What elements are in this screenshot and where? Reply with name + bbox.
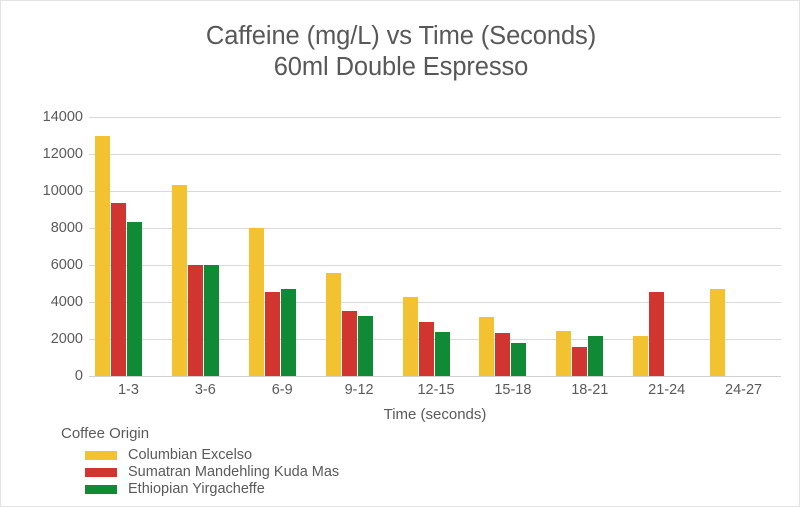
gridline [89, 228, 781, 229]
y-axis-tick-label: 0 [74, 368, 83, 384]
y-axis-tick-label: 8000 [50, 220, 83, 236]
bar [357, 315, 373, 376]
legend-entries: Columbian Excelso Sumatran Mandehling Kud… [61, 447, 339, 497]
x-axis-tick-label: 21-24 [648, 382, 686, 398]
gridline [89, 191, 781, 192]
y-axis-tick-label: 6000 [50, 257, 83, 273]
y-axis-tick-label: 2000 [50, 331, 83, 347]
bar [649, 291, 665, 376]
bar [418, 322, 434, 376]
bar [402, 297, 418, 376]
legend-title: Coffee Origin [61, 425, 150, 442]
legend: Coffee Origin Columbian Excelso Sumatran … [61, 425, 339, 498]
bar [203, 265, 219, 376]
x-axis-tick-label: 15-18 [494, 382, 532, 398]
bar-group [550, 117, 627, 376]
bar [495, 333, 511, 376]
bar-group [704, 117, 781, 376]
bar [434, 331, 450, 376]
legend-label: Sumatran Mandehling Kuda Mas [128, 464, 340, 480]
y-axis-tick-label: 14000 [42, 109, 83, 125]
x-axis-tick-label: 3-6 [194, 382, 216, 398]
bar [633, 336, 649, 376]
x-axis-tick-label: 18-21 [571, 382, 609, 398]
bar [325, 273, 341, 376]
legend-swatch-icon [85, 484, 117, 494]
bar [556, 330, 572, 376]
bar-group [397, 117, 474, 376]
bar [171, 184, 187, 376]
gridline [89, 117, 781, 118]
legend-entry: Columbian Excelso [61, 447, 339, 463]
x-axis-line [89, 376, 781, 377]
gridline [89, 302, 781, 303]
bar-group [473, 117, 550, 376]
bar [572, 347, 588, 376]
legend-swatch-icon [85, 467, 117, 477]
bar [127, 222, 142, 376]
legend-label: Columbian Excelso [128, 447, 253, 463]
legend-swatch-icon [85, 450, 117, 460]
chart-title: Caffeine (mg/L) vs Time (Seconds) 60ml D… [1, 21, 799, 83]
x-axis-tick-label: 9-12 [344, 382, 374, 398]
bar [588, 336, 604, 376]
x-axis-tick-label: 1-3 [117, 382, 139, 398]
bar-groups [89, 117, 781, 376]
x-axis-tick-label: 6-9 [271, 382, 293, 398]
bar [187, 265, 203, 376]
y-axis-tick-label: 12000 [42, 146, 83, 162]
bar [479, 316, 495, 376]
x-axis-tick-label: 24-27 [725, 382, 763, 398]
chart-title-line-2: 60ml Double Espresso [273, 53, 529, 82]
bar [710, 289, 726, 376]
x-axis-tick-labels: 1-3 3-6 6-9 9-12 12-15 15-18 18-21 21-24 24-27 [89, 382, 781, 398]
bar [341, 311, 357, 376]
bar [95, 135, 110, 376]
y-axis-tick-label: 4000 [50, 294, 83, 310]
legend-entry: Sumatran Mandehling Kuda Mas [61, 464, 339, 480]
chart-title-line-1: Caffeine (mg/L) vs Time (Seconds) [205, 22, 597, 50]
bar [248, 228, 264, 376]
bar [111, 203, 126, 376]
bar-group [627, 117, 704, 376]
x-axis-tick-label: 12-15 [417, 382, 455, 398]
gridline [89, 265, 781, 266]
bar [280, 289, 296, 376]
bar [511, 342, 527, 376]
bar [264, 291, 280, 376]
legend-label: Ethiopian Yirgacheffe [128, 481, 265, 497]
bar-group [320, 117, 397, 376]
bar-group [89, 117, 166, 376]
plot-area [89, 117, 781, 377]
gridline [89, 154, 781, 155]
y-axis-tick-labels: 14000 12000 10000 8000 6000 4000 2000 0 [9, 1, 83, 506]
bar-group [243, 117, 320, 376]
x-axis-title: Time (seconds) [383, 406, 487, 423]
bar-group [166, 117, 243, 376]
y-axis-tick-label: 10000 [42, 183, 83, 199]
legend-entry: Ethiopian Yirgacheffe [61, 481, 339, 497]
